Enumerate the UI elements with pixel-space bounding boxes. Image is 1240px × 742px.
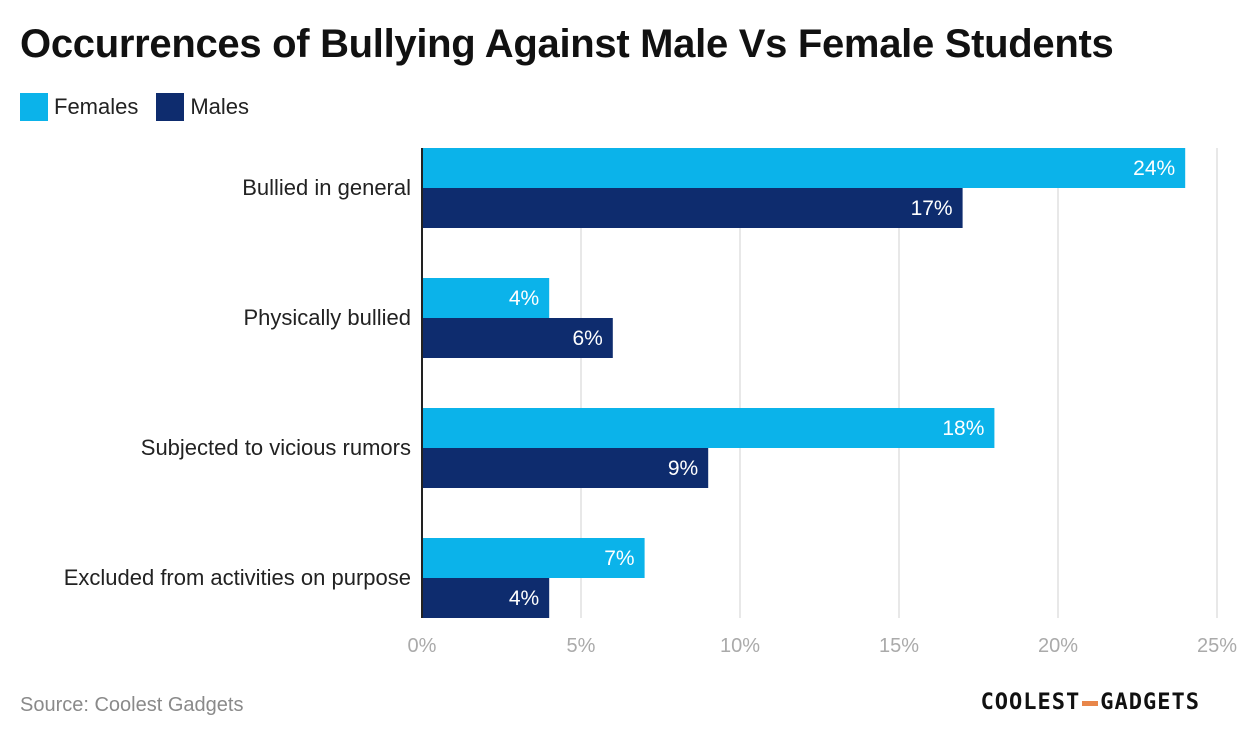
x-tick-label: 25% [1197, 635, 1237, 657]
bar-males [422, 578, 550, 618]
data-label: 9% [668, 457, 698, 480]
logo-text-left: COOLEST [980, 690, 1081, 715]
data-label: 24% [1133, 157, 1175, 180]
data-label: 4% [509, 287, 539, 310]
bar-females [422, 148, 1186, 188]
legend-item-females: Females [20, 93, 138, 121]
x-tick-label: 20% [1038, 635, 1078, 657]
coolest-gadgets-logo: COOLEST GADGETS [981, 690, 1200, 715]
x-tick-label: 0% [408, 635, 437, 657]
data-label: 18% [942, 417, 984, 440]
x-tick-label: 15% [879, 635, 919, 657]
bar-males [422, 188, 963, 228]
bar-females [422, 278, 550, 318]
logo-dash-icon [1082, 700, 1099, 706]
logo-text-right: GADGETS [1100, 690, 1200, 715]
x-tick-label: 5% [567, 635, 596, 657]
bar-males [422, 448, 709, 488]
chart-title: Occurrences of Bullying Against Male Vs … [20, 22, 1114, 66]
legend-item-males: Males [156, 93, 249, 121]
data-label: 4% [509, 587, 539, 610]
legend-label-females: Females [54, 94, 139, 119]
legend-label-males: Males [190, 94, 250, 119]
category-label: Excluded from activities on purpose [64, 565, 411, 590]
bar-females [422, 538, 645, 578]
source-note: Source: Coolest Gadgets [20, 694, 244, 716]
data-label: 6% [572, 327, 602, 350]
category-label: Physically bullied [243, 305, 411, 330]
legend: Females Males [20, 92, 267, 122]
data-label: 17% [911, 197, 953, 220]
bar-males [422, 318, 613, 358]
legend-swatch-females [20, 93, 48, 121]
data-label: 7% [604, 547, 634, 570]
category-label: Subjected to vicious rumors [141, 435, 411, 460]
bar-females [422, 408, 995, 448]
x-tick-label: 10% [720, 635, 760, 657]
category-label: Bullied in general [242, 175, 411, 200]
legend-swatch-males [156, 93, 185, 121]
